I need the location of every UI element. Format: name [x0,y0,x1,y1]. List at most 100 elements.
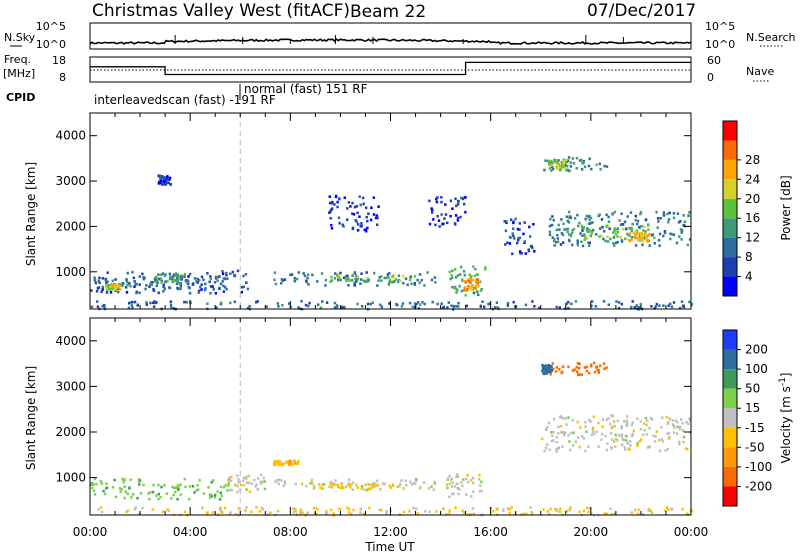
echo-mark [614,232,618,236]
echo-mark [172,275,175,279]
echo-mark [101,510,104,514]
echo-mark [111,282,114,286]
echo-mark [639,236,642,239]
echo-mark [227,484,230,487]
echo-mark [193,277,197,280]
echo-mark [145,284,148,287]
echo-mark [680,238,683,241]
echo-mark [154,301,157,305]
echo-mark [160,279,163,283]
echo-mark [245,475,248,479]
echo-mark [620,426,623,430]
echo-mark [109,285,112,288]
echo-mark [646,234,649,238]
echo-mark [157,174,160,178]
colorbar-block [723,218,737,238]
echo-mark [585,430,588,433]
echo-mark [240,285,244,289]
echo-mark [550,161,553,164]
echo-mark [417,301,420,304]
echo-mark [684,447,687,450]
echo-mark [557,432,560,435]
echo-mark [359,278,363,281]
echo-mark [479,289,483,292]
echo-mark [151,490,155,494]
echo-mark [151,508,154,511]
echo-mark [306,273,310,276]
echo-mark [476,281,479,285]
echo-mark [569,161,572,164]
echo-mark [337,278,340,282]
echo-mark [649,416,652,420]
echo-mark [435,510,438,513]
echo-mark [453,222,457,225]
echo-mark [255,483,258,486]
echo-mark [371,483,374,487]
echo-mark [204,287,207,290]
echo-mark [647,224,650,227]
echo-mark [687,422,690,425]
colorbar-block [723,466,737,487]
echo-mark [159,179,162,183]
echo-mark [595,163,598,167]
echo-mark [616,419,620,423]
echo-mark [578,366,581,370]
echo-mark [423,481,426,484]
echo-mark [99,480,103,483]
echo-mark [610,447,613,450]
echo-mark [105,482,108,485]
echo-mark [354,277,357,281]
echo-mark [174,278,177,281]
echo-mark [579,232,582,235]
echo-mark [397,280,400,284]
echo-mark [103,304,106,307]
echo-mark [245,488,248,491]
echo-mark [303,274,307,278]
echo-mark [283,278,287,281]
echo-mark [138,479,142,482]
echo-mark [524,303,528,307]
echo-mark [556,161,559,164]
echo-mark [105,291,109,294]
echo-mark [209,275,212,278]
echo-mark [543,364,546,368]
echo-mark [282,484,285,488]
echo-mark [520,251,523,255]
echo-mark [122,480,125,484]
echo-mark [211,285,215,289]
echo-mark [134,282,137,286]
echo-mark [676,425,679,429]
echo-mark [279,479,283,482]
echo-mark [644,218,648,221]
echo-mark [385,276,388,280]
echo-mark [588,241,591,245]
echo-mark [460,196,463,200]
echo-mark [117,287,120,290]
echo-mark [558,415,562,419]
echo-mark [242,476,246,480]
echo-mark [225,273,228,277]
echo-mark [388,271,391,275]
echo-mark [647,507,651,511]
echo-mark [630,423,634,427]
echo-mark [468,273,471,277]
echo-mark [348,478,351,481]
nsearch-tick-top: 10^5 [705,20,735,33]
echo-mark [642,229,645,232]
echo-mark [585,365,588,369]
echo-mark [201,506,204,510]
power-colorbar-frame [722,120,738,297]
echo-mark [360,305,364,308]
echo-mark [342,225,345,228]
echo-mark [353,271,356,275]
echo-mark [118,288,122,291]
echo-mark [580,158,583,162]
echo-mark [639,427,642,431]
echo-mark [630,229,634,233]
echo-mark [440,200,443,204]
echo-mark [334,483,337,486]
echo-mark [169,303,173,307]
echo-mark [667,431,671,435]
echo-mark [297,306,300,309]
echo-mark [517,238,520,242]
